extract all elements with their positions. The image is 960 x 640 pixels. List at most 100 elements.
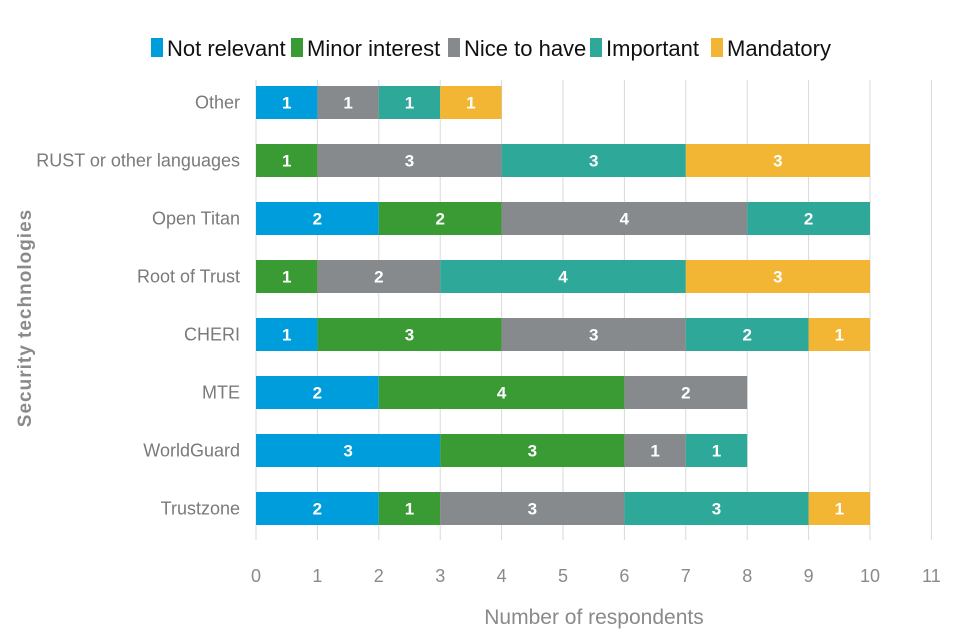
- chart-legend: Not relevant Minor interest Nice to have Im…: [151, 36, 831, 61]
- y-axis-title: Security technologies: [15, 209, 36, 427]
- bar-open-titan-not-relevant: [256, 202, 379, 235]
- data-label-other-mandatory: 1: [466, 94, 475, 113]
- bar-other-mandatory: [440, 86, 502, 119]
- x-tick-label: 9: [804, 566, 814, 586]
- bar-root-of-trust-minor-interest: [256, 260, 318, 293]
- bar-mte-nice-to-have: [624, 376, 748, 409]
- value-axis: 0 1 2 3 4 5 6 7 8 9 10 11: [251, 566, 941, 586]
- category-label-rust-or-other-languages: RUST or other languages: [36, 151, 240, 171]
- bar-trustzone-important: [624, 492, 809, 525]
- legend-label-important: Important: [606, 36, 699, 61]
- x-tick-label: 7: [681, 566, 691, 586]
- bar-open-titan-nice-to-have: [501, 202, 748, 235]
- bar-rust-or-other-languages-minor-interest: [256, 144, 318, 177]
- x-tick-label: 1: [312, 566, 322, 586]
- data-label-trustzone-not-relevant: 2: [313, 500, 322, 519]
- bar-mte-not-relevant: [256, 376, 379, 409]
- category-label-cheri: CHERI: [184, 325, 240, 345]
- data-label-rust-or-other-languages-minor-interest: 1: [282, 152, 291, 171]
- category-label-root-of-trust: Root of Trust: [137, 267, 240, 287]
- bar-cheri-important: [685, 318, 809, 351]
- bar-cheri-nice-to-have: [501, 318, 686, 351]
- data-label-mte-nice-to-have: 2: [681, 384, 690, 403]
- legend-swatch-not-relevant: [151, 38, 163, 57]
- bar-root-of-trust-nice-to-have: [317, 260, 441, 293]
- legend-label-not-relevant: Not relevant: [167, 36, 286, 61]
- data-label-trustzone-mandatory: 1: [835, 500, 844, 519]
- legend-swatch-minor-interest: [291, 38, 303, 57]
- bar-rust-or-other-languages-mandatory: [685, 144, 870, 177]
- x-tick-label: 8: [742, 566, 752, 586]
- bar-root-of-trust-mandatory: [685, 260, 870, 293]
- chart-bars: 1 1 1 1 1 3 3 3 2 2 4 2 1 2 4 3 1 3 3 2 1 2 4 2 3 3 1 1 2 1 3 3 1: [256, 86, 870, 525]
- legend-label-minor-interest: Minor interest: [307, 36, 440, 61]
- bar-worldguard-not-relevant: [256, 434, 441, 467]
- data-label-open-titan-minor-interest: 2: [435, 210, 444, 229]
- bar-worldguard-nice-to-have: [624, 434, 686, 467]
- bar-other-nice-to-have: [317, 86, 379, 119]
- category-label-other: Other: [195, 93, 240, 113]
- x-axis-title: Number of respondents: [484, 606, 703, 629]
- bar-other-important: [378, 86, 441, 119]
- bar-open-titan-minor-interest: [378, 202, 502, 235]
- data-label-open-titan-nice-to-have: 4: [620, 210, 630, 229]
- data-label-worldguard-nice-to-have: 1: [650, 442, 659, 461]
- x-tick-label: 4: [497, 566, 507, 586]
- bar-other-not-relevant: [256, 86, 318, 119]
- data-label-mte-not-relevant: 2: [313, 384, 322, 403]
- data-label-open-titan-important: 2: [804, 210, 813, 229]
- bar-cheri-mandatory: [808, 318, 870, 351]
- data-label-other-nice-to-have: 1: [343, 94, 352, 113]
- x-tick-label: 10: [860, 566, 880, 586]
- x-tick-label: 0: [251, 566, 261, 586]
- x-tick-label: 11: [922, 566, 941, 586]
- data-label-other-important: 1: [405, 94, 414, 113]
- bar-root-of-trust-important: [440, 260, 686, 293]
- x-tick-label: 5: [558, 566, 568, 586]
- legend-swatch-mandatory: [711, 38, 723, 57]
- data-label-worldguard-important: 1: [712, 442, 721, 461]
- x-tick-label: 2: [374, 566, 384, 586]
- x-tick-label: 6: [619, 566, 629, 586]
- bar-trustzone-minor-interest: [378, 492, 441, 525]
- bar-open-titan-important: [747, 202, 870, 235]
- data-label-cheri-not-relevant: 1: [282, 326, 291, 345]
- data-label-trustzone-minor-interest: 1: [405, 500, 414, 519]
- legend-label-nice-to-have: Nice to have: [464, 36, 586, 61]
- data-label-rust-or-other-languages-mandatory: 3: [773, 152, 782, 171]
- bar-trustzone-nice-to-have: [440, 492, 625, 525]
- data-label-root-of-trust-mandatory: 3: [773, 268, 782, 287]
- bar-rust-or-other-languages-nice-to-have: [317, 144, 502, 177]
- category-label-open-titan: Open Titan: [152, 209, 240, 229]
- data-label-trustzone-nice-to-have: 3: [528, 500, 537, 519]
- data-label-rust-or-other-languages-important: 3: [589, 152, 598, 171]
- bar-trustzone-mandatory: [808, 492, 870, 525]
- x-tick-label: 3: [435, 566, 445, 586]
- bar-worldguard-important: [685, 434, 748, 467]
- data-label-open-titan-not-relevant: 2: [313, 210, 322, 229]
- legend-label-mandatory: Mandatory: [727, 36, 831, 61]
- data-label-worldguard-not-relevant: 3: [343, 442, 352, 461]
- bar-cheri-minor-interest: [317, 318, 502, 351]
- bar-rust-or-other-languages-important: [501, 144, 686, 177]
- category-axis: Other RUST or other languages Open Titan Ro…: [36, 93, 240, 519]
- data-label-root-of-trust-nice-to-have: 2: [374, 268, 383, 287]
- data-label-cheri-important: 2: [742, 326, 751, 345]
- legend-swatch-important: [590, 38, 602, 57]
- bar-trustzone-not-relevant: [256, 492, 379, 525]
- data-label-mte-minor-interest: 4: [497, 384, 507, 403]
- data-label-trustzone-important: 3: [712, 500, 721, 519]
- bar-mte-minor-interest: [378, 376, 625, 409]
- legend-swatch-nice-to-have: [448, 38, 460, 57]
- data-label-rust-or-other-languages-nice-to-have: 3: [405, 152, 414, 171]
- category-label-trustzone: Trustzone: [161, 499, 240, 519]
- data-label-worldguard-minor-interest: 3: [528, 442, 537, 461]
- data-label-root-of-trust-minor-interest: 1: [282, 268, 291, 287]
- data-label-root-of-trust-important: 4: [558, 268, 568, 287]
- data-label-other-not-relevant: 1: [282, 94, 291, 113]
- data-label-cheri-mandatory: 1: [835, 326, 844, 345]
- data-label-cheri-nice-to-have: 3: [589, 326, 598, 345]
- category-label-mte: MTE: [202, 383, 240, 403]
- bar-cheri-not-relevant: [256, 318, 318, 351]
